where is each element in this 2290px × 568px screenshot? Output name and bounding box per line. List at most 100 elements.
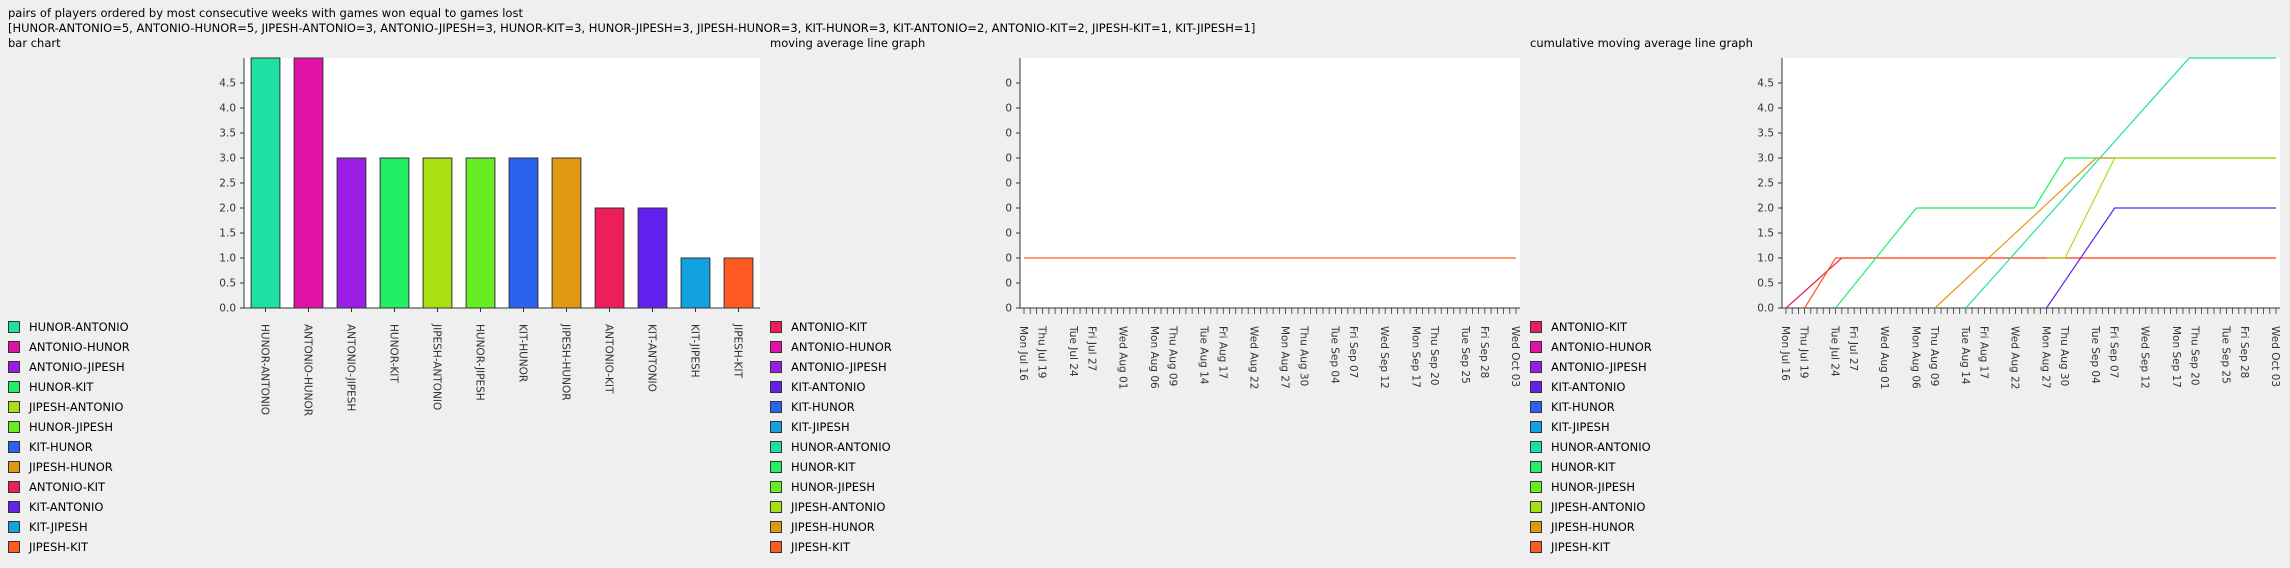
legend-swatch: [8, 381, 20, 393]
legend-label: JIPESH-ANTONIO: [1551, 500, 1646, 514]
legend-label: HUNOR-ANTONIO: [791, 440, 891, 454]
legend-item: JIPESH-HUNOR: [8, 457, 130, 477]
x-tick-label: HUNOR-ANTONIO: [259, 324, 271, 415]
x-tick-label: Thu Jul 19: [1036, 325, 1048, 378]
y-tick-label: 0: [1005, 178, 1012, 190]
y-tick-label: 2.5: [219, 178, 236, 190]
y-tick-label: 1.5: [219, 228, 236, 240]
legend-swatch: [770, 401, 782, 413]
x-tick-label: Mon Aug 06: [1909, 326, 1921, 389]
legend-label: ANTONIO-JIPESH: [29, 360, 125, 374]
bar: [336, 157, 367, 309]
legend-label: JIPESH-ANTONIO: [791, 500, 886, 514]
legend-swatch: [770, 481, 782, 493]
legend-swatch: [770, 461, 782, 473]
legend-label: ANTONIO-HUNOR: [791, 340, 892, 354]
moving-average-legend: ANTONIO-KIT ANTONIO-HUNOR ANTONIO-JIPESH KI…: [770, 317, 892, 557]
x-tick-label: Tue Sep 25: [2219, 325, 2231, 384]
legend-swatch: [8, 461, 20, 473]
x-tick-label: Mon Sep 17: [1409, 326, 1421, 388]
bar-chart-legend: HUNOR-ANTONIO ANTONIO-HUNOR ANTONIO-JIPESH…: [8, 317, 130, 557]
legend-item: KIT-HUNOR: [1530, 397, 1652, 417]
x-tick-label: KIT-JIPESH: [689, 324, 701, 378]
legend-swatch: [770, 361, 782, 373]
y-tick-label: 0.5: [219, 278, 236, 290]
legend-item: HUNOR-KIT: [8, 377, 130, 397]
x-tick-label: Wed Oct 03: [2269, 326, 2281, 387]
legend-label: KIT-HUNOR: [29, 440, 93, 454]
x-tick-label: Tue Aug 14: [1198, 325, 1210, 385]
legend-swatch: [1530, 541, 1542, 553]
x-tick-label: Fri Sep 07: [1347, 326, 1359, 378]
y-tick-label: 4.0: [1757, 103, 1774, 115]
bar: [293, 57, 324, 309]
y-tick-label: 0.0: [219, 303, 236, 315]
legend-item: KIT-ANTONIO: [1530, 377, 1652, 397]
legend-swatch: [1530, 501, 1542, 513]
x-tick-label: Wed Oct 03: [1509, 326, 1521, 387]
x-tick-label: Mon Jul 16: [1779, 326, 1791, 381]
x-tick-label: JIPESH-HUNOR: [560, 323, 572, 401]
y-tick-label: 3.5: [219, 128, 236, 140]
bar: [723, 257, 754, 309]
y-tick-label: 1.0: [219, 253, 236, 265]
legend-label: JIPESH-KIT: [791, 540, 851, 554]
legend-swatch: [8, 501, 20, 513]
legend-swatch: [770, 541, 782, 553]
legend-item: HUNOR-JIPESH: [1530, 477, 1652, 497]
x-tick-label: Fri Aug 17: [1216, 326, 1228, 379]
x-tick-label: ANTONIO-KIT: [603, 324, 615, 394]
series-line: [1804, 257, 2276, 309]
legend-label: KIT-ANTONIO: [29, 500, 104, 514]
legend-item: HUNOR-ANTONIO: [1530, 437, 1652, 457]
x-tick-label: Tue Sep 25: [1459, 325, 1471, 384]
legend-item: KIT-ANTONIO: [8, 497, 130, 517]
legend-swatch: [770, 521, 782, 533]
legend-swatch: [1530, 361, 1542, 373]
x-tick-label: HUNOR-JIPESH: [474, 324, 486, 401]
legend-label: KIT-ANTONIO: [1551, 380, 1626, 394]
x-tick-label: Mon Aug 27: [2040, 326, 2052, 389]
legend-swatch: [770, 441, 782, 453]
y-tick-label: 4.0: [219, 103, 236, 115]
legend-swatch: [8, 441, 20, 453]
x-tick-label: Tue Aug 14: [1959, 325, 1971, 385]
legend-label: ANTONIO-JIPESH: [791, 360, 887, 374]
y-tick-label: 3.5: [1757, 128, 1774, 140]
legend-item: JIPESH-KIT: [8, 537, 130, 557]
legend-swatch: [8, 521, 20, 533]
legend-swatch: [1530, 341, 1542, 353]
series-line: [1965, 57, 2276, 309]
x-tick-label: Fri Jul 27: [1086, 326, 1098, 371]
legend-item: JIPESH-ANTONIO: [770, 497, 892, 517]
legend-swatch: [8, 481, 20, 493]
page-subtitle: [HUNOR-ANTONIO=5, ANTONIO-HUNOR=5, JIPES…: [8, 21, 1256, 35]
x-tick-label: Fri Sep 28: [1478, 326, 1490, 378]
x-tick-label: Mon Jul 16: [1017, 326, 1029, 381]
bar: [594, 207, 625, 309]
legend-label: JIPESH-HUNOR: [29, 460, 113, 474]
legend-label: JIPESH-ANTONIO: [29, 400, 124, 414]
bar: [551, 157, 582, 309]
x-tick-label: Thu Aug 30: [1297, 325, 1309, 386]
y-tick-label: 0: [1005, 303, 1012, 315]
legend-swatch: [1530, 481, 1542, 493]
legend-item: JIPESH-ANTONIO: [8, 397, 130, 417]
legend-label: HUNOR-KIT: [1551, 460, 1616, 474]
x-tick-label: Tue Sep 04: [2089, 325, 2101, 384]
x-tick-label: Mon Aug 27: [1279, 326, 1291, 389]
x-tick-label: JIPESH-ANTONIO: [431, 323, 443, 410]
x-tick-label: Mon Sep 17: [2170, 326, 2182, 388]
y-tick-label: 0: [1005, 203, 1012, 215]
legend-item: JIPESH-ANTONIO: [1530, 497, 1652, 517]
legend-label: HUNOR-ANTONIO: [29, 320, 129, 334]
legend-item: JIPESH-KIT: [1530, 537, 1652, 557]
legend-swatch: [1530, 421, 1542, 433]
bar: [680, 257, 711, 309]
x-tick-label: KIT-HUNOR: [517, 324, 529, 382]
series-line: [2046, 207, 2276, 309]
y-tick-label: 3.0: [219, 153, 236, 165]
y-tick-label: 0: [1005, 78, 1012, 90]
legend-label: HUNOR-JIPESH: [29, 420, 113, 434]
y-tick-label: 2.0: [1757, 203, 1774, 215]
